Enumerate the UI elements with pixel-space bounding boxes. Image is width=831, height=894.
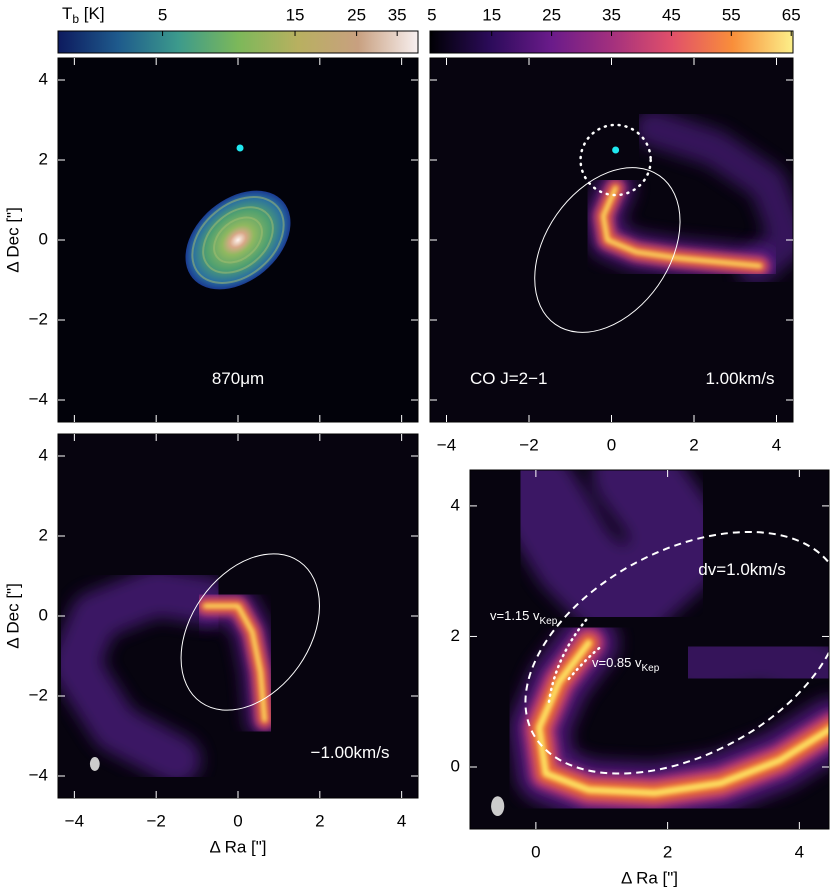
annotation: 870μm: [212, 369, 264, 388]
y-tick-label: 0: [39, 229, 48, 248]
x-tick-label: 4: [397, 811, 406, 830]
x-axis-label: Δ Ra ["]: [209, 837, 266, 856]
x-tick-label: 2: [663, 842, 672, 861]
panel-image: [58, 434, 418, 798]
emission: [493, 470, 731, 647]
dotted-curve: [567, 644, 603, 681]
colorbar-tick-label: 65: [782, 5, 801, 24]
y-tick-label: 0: [451, 756, 460, 775]
emission: [203, 603, 267, 723]
x-tick-label: −2: [519, 435, 538, 454]
annotation-text: 870μm: [212, 369, 264, 388]
colorbar-tick-label: 15: [482, 5, 501, 24]
panel-image: [470, 470, 829, 829]
emission: [535, 639, 829, 797]
annotation-text: −1.00km/s: [311, 743, 390, 762]
label-sub: b: [72, 12, 79, 26]
y-tick-label: −2: [29, 685, 48, 704]
contour: [534, 167, 681, 333]
emission: [58, 567, 230, 785]
dust-ring: [191, 196, 285, 284]
x-tick-label: 2: [689, 435, 698, 454]
emission: [634, 109, 793, 287]
companion: [612, 146, 620, 154]
y-tick-label: 0: [39, 605, 48, 624]
y-tick-label: 4: [39, 69, 48, 88]
panel-image: [58, 58, 418, 422]
y-tick-label: 2: [39, 525, 48, 544]
annotation-text: CO J=2−1: [470, 369, 548, 388]
y-tick-label: 2: [451, 626, 460, 645]
annotation: v=1.15 vKep: [490, 608, 558, 626]
x-tick-label: 0: [233, 811, 242, 830]
y-tick-label: 2: [39, 149, 48, 168]
emission: [667, 616, 829, 709]
x-tick-label: −4: [437, 435, 456, 454]
colorbar-tick-label: 55: [722, 5, 741, 24]
colorbar-tick-label: 5: [427, 5, 436, 24]
annotation: −1.00km/s: [311, 743, 390, 762]
annotation: 1.00km/s: [706, 369, 775, 388]
colorbar-tick-label: 35: [602, 5, 621, 24]
dust-ring: [213, 216, 263, 264]
panel-frame: [469, 469, 830, 830]
dust-ring: [202, 206, 274, 274]
y-axis-label: Δ Dec ["]: [3, 207, 22, 273]
contour: [524, 530, 829, 775]
colorbar-tick-label: 25: [542, 5, 561, 24]
panel-image: [430, 58, 793, 422]
y-tick-label: 4: [451, 495, 460, 514]
colorbar-tick-label: 5: [158, 5, 167, 24]
annotation: dv=1.0km/s: [698, 560, 785, 579]
x-tick-label: 0: [531, 842, 540, 861]
annotation-text: v=0.85 v: [592, 655, 642, 670]
beam: [89, 757, 100, 771]
x-tick-label: −4: [65, 811, 84, 830]
x-tick-label: −2: [146, 811, 165, 830]
y-axis-label: Δ Dec ["]: [3, 583, 22, 649]
annotation-sub: Kep: [642, 663, 660, 674]
companion: [236, 144, 244, 152]
y-tick-label: −2: [29, 309, 48, 328]
x-tick-label: 2: [315, 811, 324, 830]
contour: [180, 553, 320, 711]
beam: [491, 796, 505, 817]
x-axis-label: Δ Ra ["]: [621, 868, 678, 887]
annotation-text: v=1.15 v: [490, 608, 540, 623]
annotation-text: dv=1.0km/s: [698, 560, 785, 579]
x-tick-label: 4: [772, 435, 781, 454]
dotted-curve: [547, 615, 590, 703]
colorbar-tick-label: 35: [388, 5, 407, 24]
colorbar-label: Tb [K]: [62, 4, 105, 26]
y-tick-label: −4: [29, 765, 48, 784]
x-tick-label: 0: [607, 435, 616, 454]
label: T: [62, 4, 72, 23]
annotation-text: 1.00km/s: [706, 369, 775, 388]
annotation-sub: Kep: [540, 616, 558, 627]
label-unit: [K]: [79, 4, 105, 23]
annotation: CO J=2−1: [470, 369, 548, 388]
dotted-circle: [579, 123, 652, 197]
colorbar: [57, 30, 419, 54]
colorbar-tick-label: 15: [286, 5, 305, 24]
annotation: v=0.85 vKep: [592, 655, 660, 673]
colorbar-tick-label: 45: [662, 5, 681, 24]
emission: [601, 185, 763, 269]
colorbar-tick-label: 25: [347, 5, 366, 24]
y-tick-label: 4: [39, 445, 48, 464]
x-tick-label: 4: [795, 842, 804, 861]
y-tick-label: −4: [29, 389, 48, 408]
